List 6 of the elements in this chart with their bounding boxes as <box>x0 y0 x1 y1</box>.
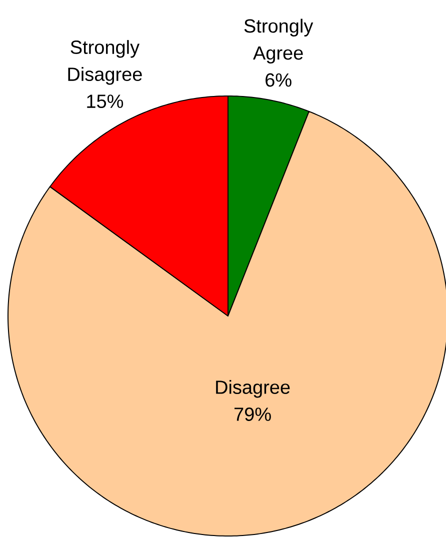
slice-label: Strongly Agree <box>244 18 314 64</box>
data-label: 15% <box>87 94 124 108</box>
data-label: 79% <box>234 408 271 421</box>
slice-label: Strongly Disagree <box>68 40 142 85</box>
slice-label: Disagree <box>216 380 290 398</box>
data-label: 6% <box>266 73 292 87</box>
